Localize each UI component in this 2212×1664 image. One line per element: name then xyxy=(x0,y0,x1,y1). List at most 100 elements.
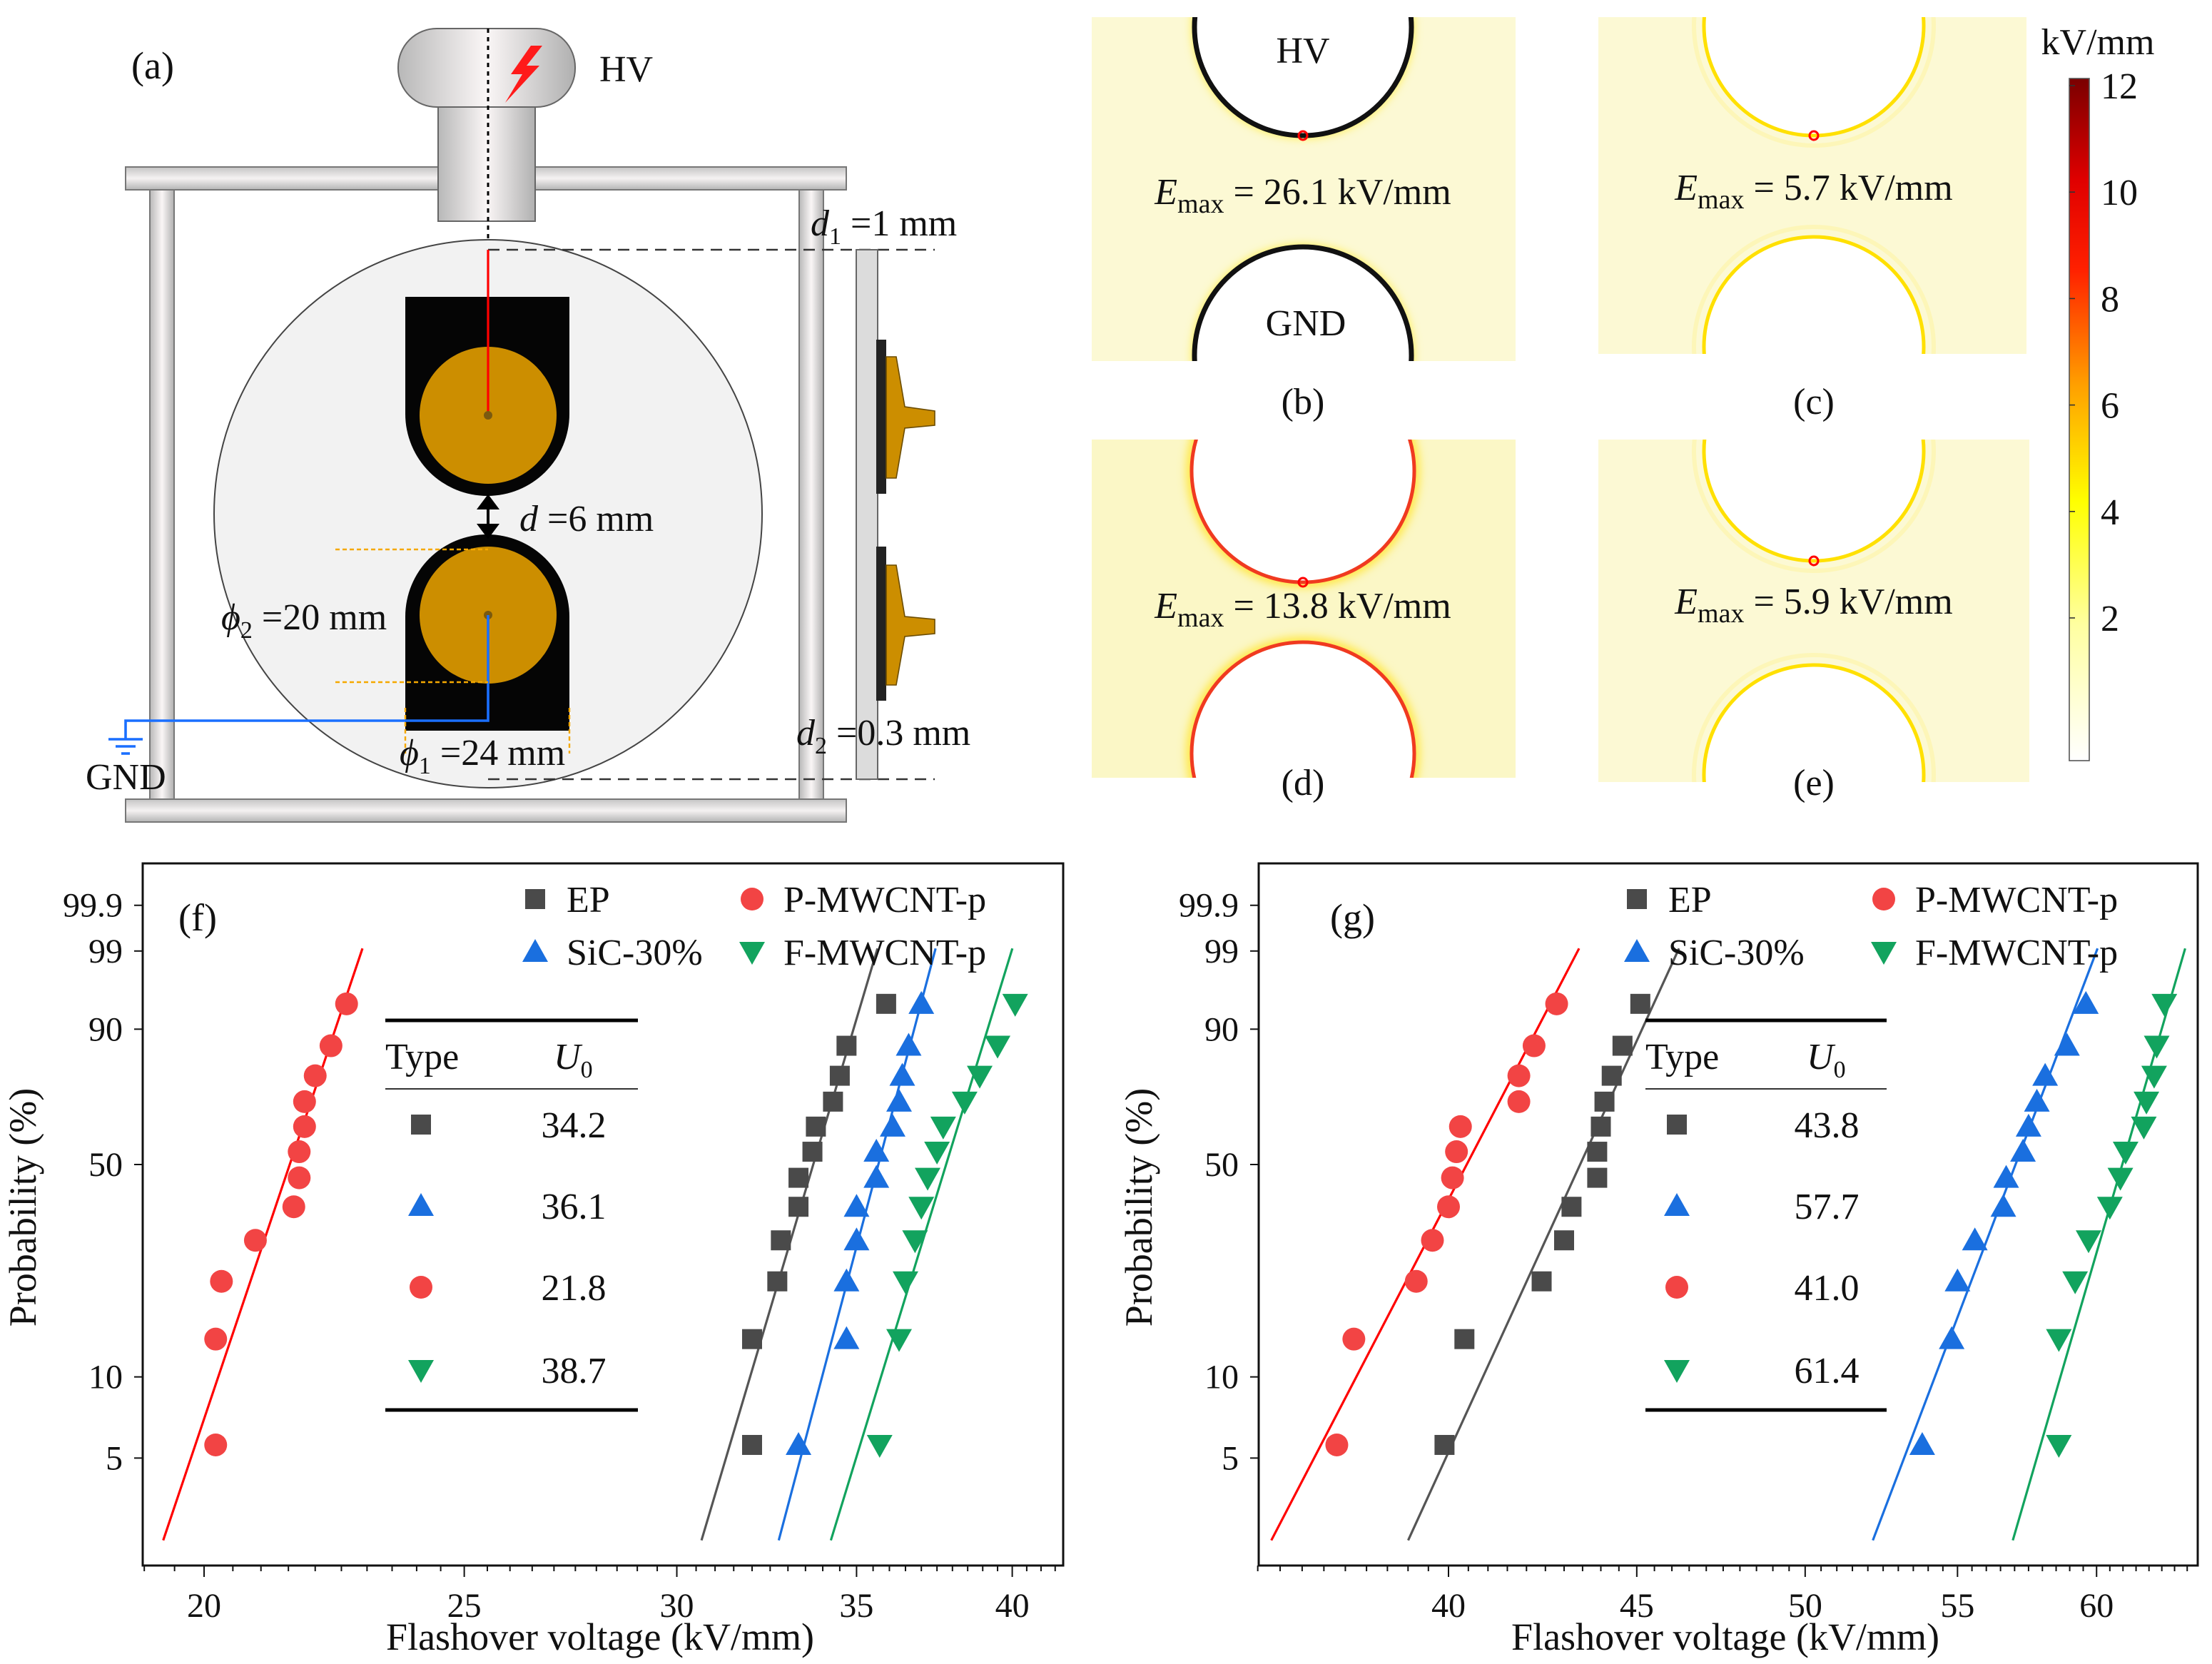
side-gnd-electrode-body xyxy=(886,564,935,686)
chart-f: 20 25 30 35 40 5 10 50 90 99 99.9 Flashover voltage… xyxy=(1,862,1065,1658)
data-point xyxy=(806,1116,826,1137)
series-f-mwcnt-p xyxy=(2011,948,2186,1541)
data-point xyxy=(1507,1090,1531,1113)
data-point xyxy=(2046,1329,2072,1352)
data-point xyxy=(2107,1167,2134,1191)
data-point xyxy=(1594,1091,1615,1112)
data-point xyxy=(2073,990,2099,1014)
y-tick-label: 99.9 xyxy=(63,887,123,925)
legend-label: SiC-30% xyxy=(567,933,703,973)
fit-line xyxy=(1872,948,2099,1541)
data-point xyxy=(1553,1230,1574,1251)
legend-label: P-MWCNT-p xyxy=(1915,880,2118,920)
data-point xyxy=(788,1167,809,1188)
series-f-mwcnt-p xyxy=(829,948,1028,1541)
table-header-type: Type xyxy=(385,1037,459,1077)
data-point xyxy=(1561,1197,1582,1217)
legend-label: P-MWCNT-p xyxy=(783,880,986,920)
data-point xyxy=(985,1035,1011,1059)
data-point xyxy=(204,1327,228,1351)
fit-line xyxy=(829,948,1014,1541)
panel-label-b: (b) xyxy=(1282,382,1325,422)
series-p-mwcnt-p xyxy=(162,948,364,1541)
data-point xyxy=(1545,992,1568,1015)
gap-distance-label: d =6 mm xyxy=(519,499,654,539)
series-ep xyxy=(700,948,896,1541)
data-point xyxy=(951,1091,978,1115)
legend-label: F-MWCNT-p xyxy=(783,933,986,973)
data-point xyxy=(843,1227,870,1251)
x-tick-label: 55 xyxy=(1940,1587,1974,1625)
data-point xyxy=(1531,1271,1552,1292)
gnd-electrode-boundary xyxy=(1702,663,1926,782)
data-point xyxy=(2046,1434,2072,1458)
data-point xyxy=(2151,993,2178,1017)
legend-marker xyxy=(739,942,765,965)
x-tick-label: 60 xyxy=(2079,1587,2114,1625)
legend-label: EP xyxy=(1668,880,1712,920)
legend-marker xyxy=(525,889,545,909)
data-point xyxy=(1454,1329,1475,1349)
data-point xyxy=(924,1142,950,1165)
colorbar-tick-label: 10 xyxy=(2101,173,2138,213)
data-point xyxy=(843,1194,870,1217)
data-point xyxy=(1449,1115,1472,1138)
data-point xyxy=(1939,1326,1965,1349)
x-tick-label: 35 xyxy=(839,1587,873,1625)
lightning-icon xyxy=(505,46,542,103)
colorbar-tick-label: 8 xyxy=(2101,279,2119,320)
data-point xyxy=(1507,1064,1531,1087)
hv-bushing-column xyxy=(437,102,536,222)
table-row-u0: 38.7 xyxy=(542,1351,607,1391)
data-point xyxy=(210,1269,233,1293)
emax-point-marker xyxy=(1297,130,1309,141)
table-header-u0: U0 xyxy=(1807,1037,1846,1083)
data-point xyxy=(303,1064,327,1087)
legend-label: F-MWCNT-p xyxy=(1915,933,2118,973)
data-point xyxy=(892,1271,918,1294)
x-tick-label: 40 xyxy=(995,1587,1030,1625)
specimen-side-view xyxy=(856,249,878,780)
data-point xyxy=(866,1434,893,1458)
data-point xyxy=(1962,1227,1988,1251)
side-hv-electrode-body xyxy=(886,356,935,479)
table-row: 36.1 xyxy=(408,1187,607,1227)
gnd-wire xyxy=(124,615,489,739)
phi2-label: ϕ2 =20 mm xyxy=(221,597,387,644)
data-point xyxy=(319,1034,343,1057)
y-tick-label: 99 xyxy=(88,933,123,970)
data-point xyxy=(889,1062,915,1086)
legend-label: SiC-30% xyxy=(1668,933,1805,973)
data-point xyxy=(2141,1065,2167,1089)
data-point xyxy=(1342,1327,1366,1351)
table-header-u0: U0 xyxy=(554,1037,593,1083)
legend: EP P-MWCNT-p SiC-30% F-MWCNT-p xyxy=(522,880,986,973)
emax-label: Emax = 26.1 kV/mm xyxy=(1154,172,1451,219)
data-point xyxy=(2096,1197,2123,1220)
data-point xyxy=(1437,1195,1460,1219)
data-point xyxy=(741,1434,762,1455)
legend-marker xyxy=(522,939,548,962)
data-point xyxy=(1002,993,1028,1017)
x-tick-label: 50 xyxy=(1788,1587,1822,1625)
hv-label: HV xyxy=(599,49,653,90)
gnd-label: GND xyxy=(86,757,166,798)
data-point xyxy=(1630,993,1650,1014)
panel-label-c: (c) xyxy=(1793,382,1835,422)
field-map-b: HV GND Emax = 26.1 kV/mm (b) xyxy=(1092,17,1516,422)
data-point xyxy=(2024,1088,2050,1112)
y-tick-label: 90 xyxy=(1204,1010,1239,1048)
left-frame-post xyxy=(149,189,175,800)
data-point xyxy=(1601,1065,1622,1086)
table-row-marker xyxy=(1667,1115,1687,1135)
emax-label: Emax = 5.9 kV/mm xyxy=(1674,582,1952,629)
table-row-u0: 36.1 xyxy=(542,1187,607,1227)
data-point xyxy=(908,990,935,1014)
data-point xyxy=(786,1431,812,1455)
table-row: 61.4 xyxy=(1664,1351,1860,1391)
u0-table: Type U0 34.2 36.1 21.8 38.7 xyxy=(385,1018,638,1412)
data-point xyxy=(967,1065,993,1089)
gnd-electrode-boundary xyxy=(1702,235,1926,354)
data-point xyxy=(876,993,896,1014)
data-point xyxy=(1522,1034,1546,1057)
